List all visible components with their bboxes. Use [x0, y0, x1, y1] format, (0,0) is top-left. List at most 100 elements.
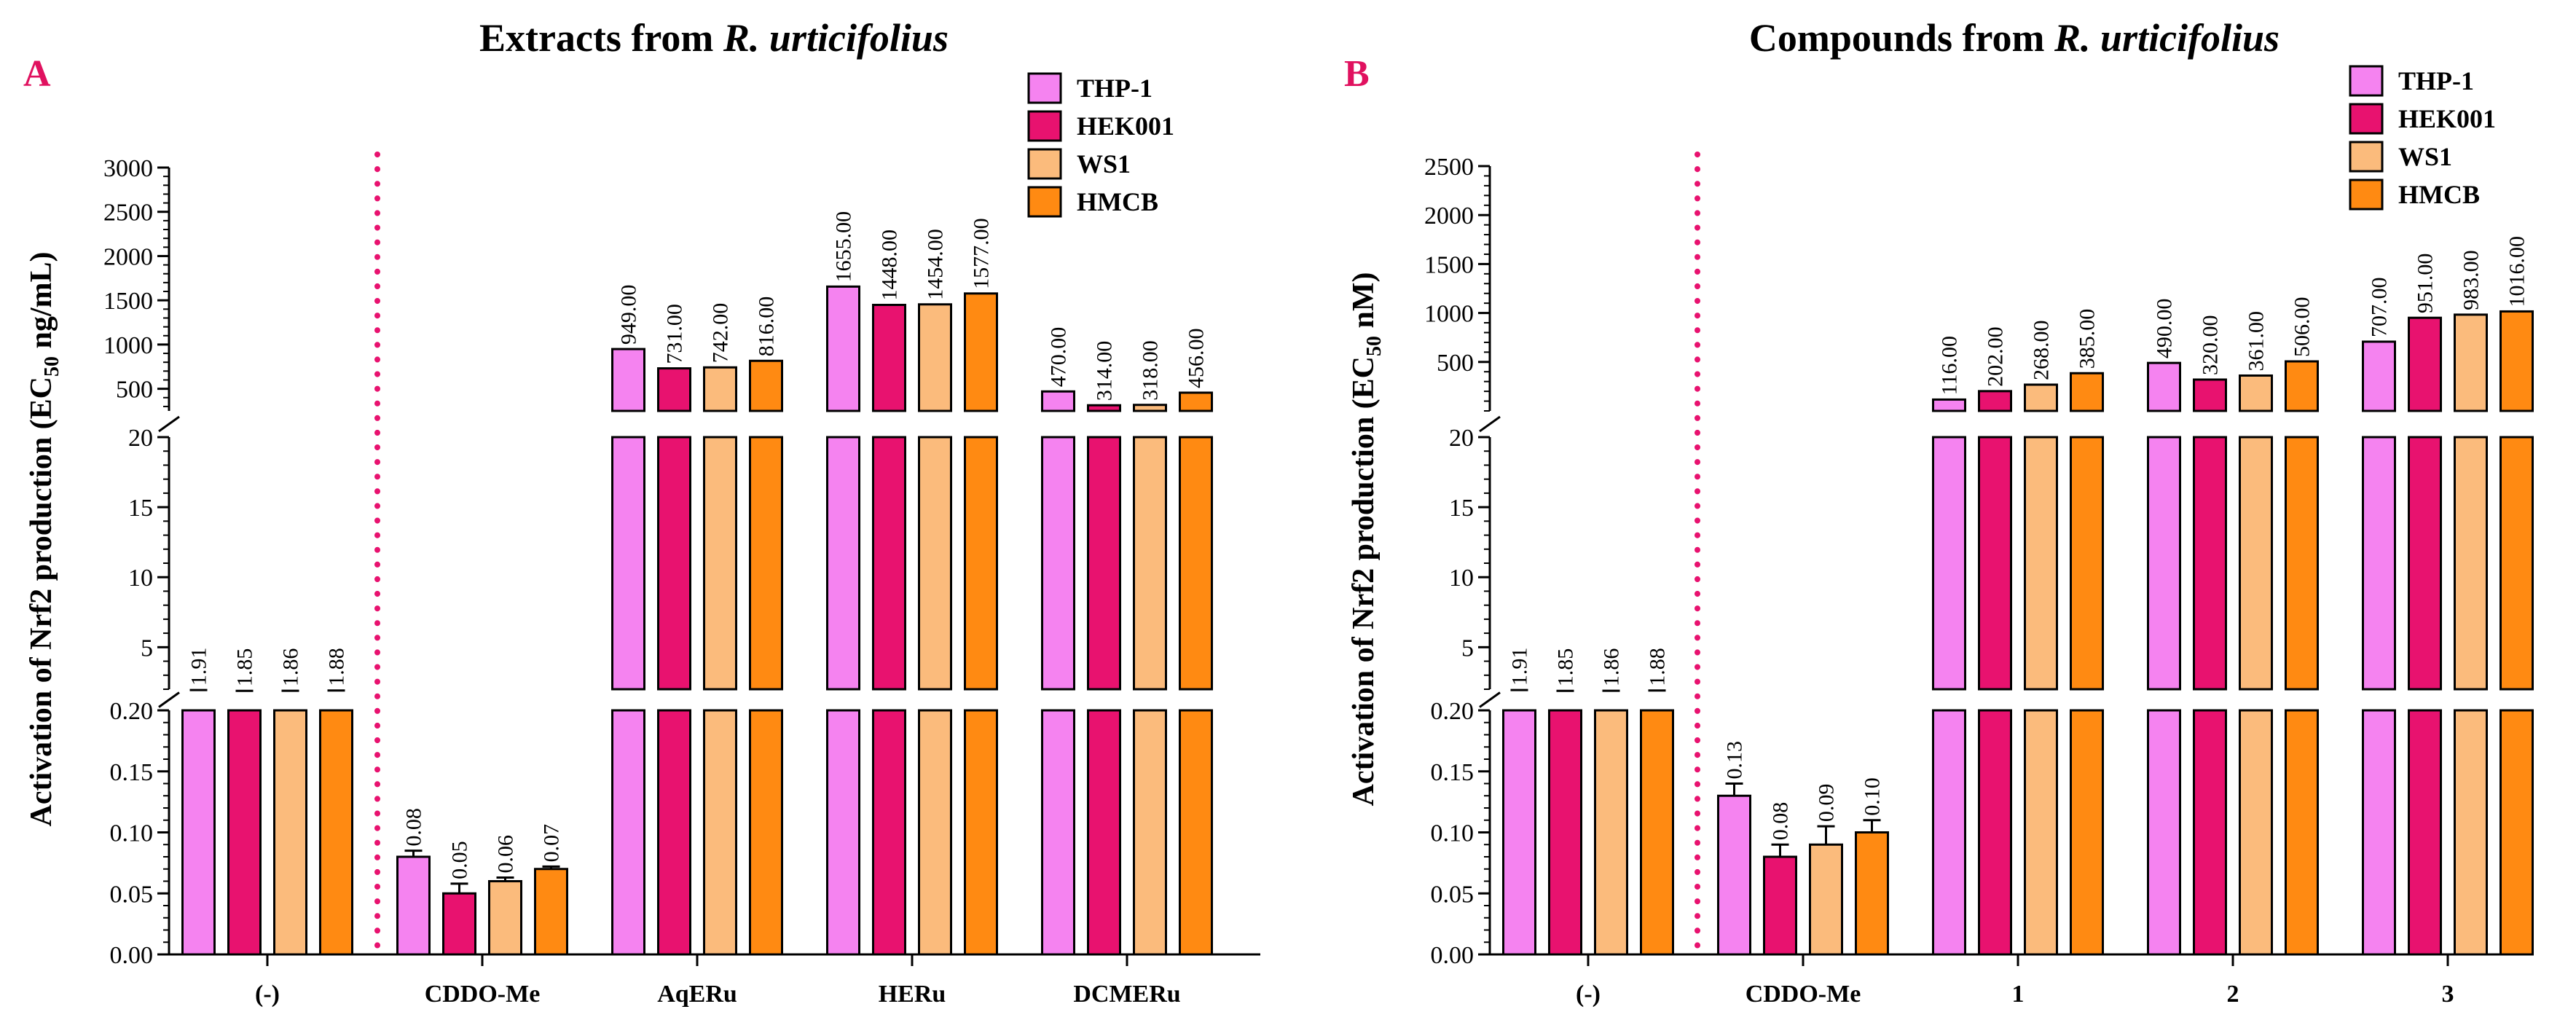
bar-hek001-dcmeru-segment [1087, 709, 1121, 956]
bar-thp-1-heru-segment [826, 436, 860, 691]
bar-hmcb-3-segment [2500, 709, 2534, 956]
legend-label: HMCB [1077, 187, 1158, 216]
bar-ws1-dcmeru-segment [1133, 436, 1167, 691]
bar-hmcb-dcmeru [1179, 391, 1213, 412]
y-tick-label: 0.00 [1431, 942, 1474, 969]
y-axis-label-main: Activation of Nrf2 production (EC [1347, 356, 1381, 807]
y-tick-label: 2000 [103, 243, 153, 270]
bar-ws1-1-segment [2024, 436, 2058, 691]
bar-hek001-2 [2193, 378, 2227, 412]
chart-panel-B: B Compounds from R. urticifolius Activatio… [1344, 16, 2534, 1008]
bar-ws1-3 [2454, 313, 2488, 412]
bar-ws1-heru-segment [918, 436, 952, 691]
legend-swatch-thp-1 [2349, 65, 2384, 97]
y-tick-label: 0.05 [110, 881, 154, 908]
panel-label: A [23, 53, 51, 95]
bar-hek001-heru [872, 303, 906, 412]
data-label: 1577.00 [970, 218, 994, 289]
bar-hmcb-3 [2500, 310, 2534, 412]
x-category-label: 3 [2442, 981, 2454, 1008]
bar-ws1-3-segment [2454, 436, 2488, 691]
bar-thp-1-heru-segment [826, 709, 860, 956]
bar-thp-1-1 [1932, 398, 1966, 412]
bar-thp-1-dcmeru-segment [1041, 436, 1075, 691]
bar-ws1-2 [2239, 374, 2273, 412]
y-tick-label: 0.00 [110, 942, 154, 969]
data-label: 268.00 [2030, 320, 2054, 380]
y-tick-label: 3000 [103, 155, 153, 182]
bar-ws1-1 [2024, 383, 2058, 412]
bar-hmcb-cddome [534, 868, 568, 956]
bar-hmcb-2-segment [2285, 709, 2319, 956]
bar-hek001-heru-segment [872, 436, 906, 691]
y-tick-label: 2000 [1424, 203, 1474, 229]
bar-hmcb-2 [2285, 360, 2319, 412]
chart-title-species: R. urticifolius [2054, 16, 2279, 60]
bar-hek001-3-segment [2408, 709, 2442, 956]
legend-swatch-hmcb [2349, 178, 2384, 211]
bar-hmcb-2-segment [2285, 436, 2319, 691]
x-category-label: HERu [879, 981, 946, 1008]
bar-thp-1-dcmeru [1041, 390, 1075, 412]
bar-hek001-dcmeru-segment [1087, 436, 1121, 691]
bar-hek001-aqeru-segment [657, 436, 691, 691]
data-label: 949.00 [617, 285, 641, 345]
data-label: 1.91 [1508, 648, 1532, 686]
bar-hmcb-aqeru-segment [749, 436, 783, 691]
chart-title: Compounds from R. urticifolius [1749, 16, 2279, 60]
legend-label: THP-1 [2398, 66, 2474, 95]
data-label: 0.05 [448, 841, 472, 879]
bar-hmcb-1 [2070, 372, 2104, 412]
legend-label: HEK001 [2398, 104, 2496, 133]
bar-thp-1-2 [2147, 361, 2181, 412]
bar-thp-1-aqeru-segment [611, 436, 645, 691]
bar-thp-1-aqeru [611, 348, 645, 412]
data-label: 0.13 [1723, 741, 1747, 780]
bar-hmcb-cddome [1855, 831, 1889, 956]
bar-ws1-cddome [488, 880, 522, 956]
y-tick-label: 20 [128, 425, 153, 452]
y-tick-label: 0.15 [1431, 759, 1474, 786]
y-tick-label: 0.15 [110, 759, 154, 786]
bar-hmcb-aqeru-segment [749, 709, 783, 956]
chart-panel-A: A Extracts from R. urticifolius Activation… [23, 16, 1260, 1008]
data-label: 0.06 [494, 835, 518, 874]
bar-ws1-1-segment [2024, 709, 2058, 956]
y-axis-break [1479, 415, 1501, 433]
legend-swatch-ws1 [2349, 141, 2384, 173]
data-label: 731.00 [663, 304, 687, 364]
bar-thp-1-3 [2362, 340, 2396, 412]
bar-hek001-heru-segment [872, 709, 906, 956]
bar-ws1-3-segment [2454, 709, 2488, 956]
bar-hmcb-dcmeru-segment [1179, 709, 1213, 956]
bar-ws1-heru-segment [918, 709, 952, 956]
y-tick-label: 2500 [1424, 154, 1474, 181]
y-tick-label: 20 [1449, 425, 1474, 452]
bar-ws1--segment [1594, 709, 1628, 956]
bar-thp-1-cddome [396, 855, 431, 956]
bar-hmcb--segment [319, 709, 353, 956]
legend-swatch-hmcb [1027, 186, 1062, 218]
y-axis-label-end: ng/mL) [25, 251, 58, 356]
y-axis-break [158, 415, 180, 433]
bar-ws1-cddome [1809, 843, 1843, 956]
chart-title-prefix: Compounds from [1749, 16, 2054, 60]
bar-ws1-aqeru-segment [703, 436, 737, 691]
data-label: 0.08 [1769, 802, 1793, 841]
data-label: 1.86 [1600, 648, 1624, 687]
x-category-label: AqERu [657, 981, 737, 1008]
y-tick-label: 1000 [103, 332, 153, 359]
y-axis-label-sub: 50 [1363, 336, 1386, 356]
y-tick-label: 10 [1449, 565, 1474, 592]
legend-label: WS1 [2398, 142, 2452, 171]
data-label: 470.00 [1047, 327, 1071, 388]
bar-thp-1-2-segment [2147, 436, 2181, 691]
bar-ws1-heru [918, 303, 952, 412]
bar-hmcb-3-segment [2500, 436, 2534, 691]
data-label: 1454.00 [924, 229, 948, 300]
chart-title: Extracts from R. urticifolius [479, 16, 949, 60]
data-label: 1655.00 [832, 211, 856, 283]
x-category-label: (-) [1576, 981, 1601, 1008]
